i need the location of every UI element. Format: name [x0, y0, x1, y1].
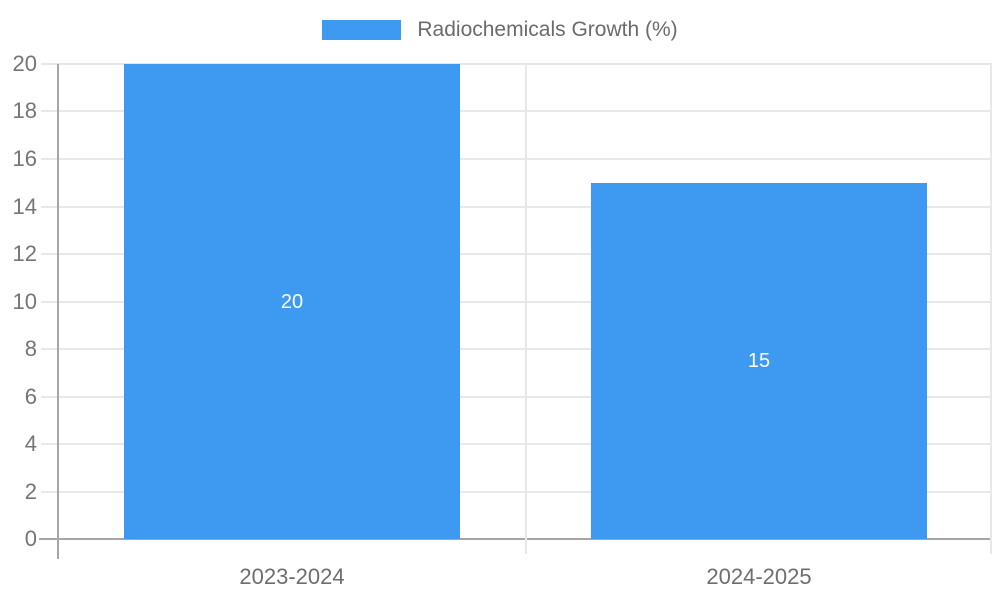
y-tick-label: 14 — [12, 194, 37, 219]
y-tick-label: 18 — [12, 98, 37, 123]
y-tick-label: 0 — [24, 526, 37, 551]
plot-right-border — [990, 64, 992, 554]
y-tick-mark — [41, 348, 59, 350]
y-tick-label: 8 — [24, 336, 37, 361]
y-tick-mark — [41, 63, 59, 65]
legend: Radiochemicals Growth (%) — [0, 17, 1000, 43]
x-category-label: 2024-2025 — [706, 564, 812, 589]
bar-value-label: 15 — [747, 350, 771, 372]
y-tick-mark — [41, 491, 59, 493]
y-tick-label: 20 — [12, 51, 37, 76]
y-tick-label: 6 — [24, 384, 37, 409]
bar — [591, 183, 927, 539]
y-tick-mark — [41, 396, 59, 398]
legend-swatch — [322, 20, 402, 40]
y-tick-label: 10 — [12, 289, 37, 314]
x-category-label: 2023-2024 — [239, 564, 345, 589]
y-tick-label: 12 — [12, 241, 37, 266]
y-tick-mark — [41, 110, 59, 112]
y-axis-line — [57, 64, 59, 559]
y-tick-mark — [41, 253, 59, 255]
y-tick-mark — [41, 206, 59, 208]
x-axis-baseline — [39, 538, 992, 540]
column-separator — [525, 64, 527, 554]
y-tick-label: 2 — [24, 479, 37, 504]
legend-label: Radiochemicals Growth (%) — [417, 18, 678, 41]
bar — [124, 64, 460, 539]
y-tick-label: 4 — [24, 431, 37, 456]
y-tick-mark — [41, 443, 59, 445]
y-tick-mark — [41, 158, 59, 160]
bar-value-label: 20 — [280, 291, 304, 313]
y-tick-mark — [41, 301, 59, 303]
y-tick-label: 16 — [12, 146, 37, 171]
plot-area: 0 2 4 6 8 10 12 14 16 18 20 20 2023-2024 15 2024-2025 — [13, 51, 992, 589]
